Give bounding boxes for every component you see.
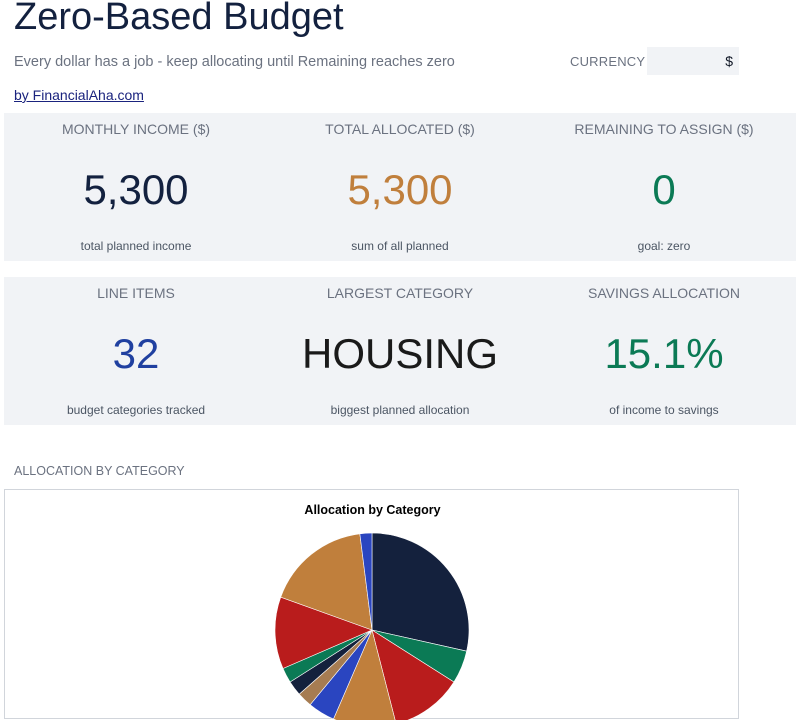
kpi-label: SAVINGS ALLOCATION	[588, 285, 740, 301]
chart-title: Allocation by Category	[304, 503, 441, 517]
kpi-value: 0	[652, 166, 676, 213]
kpi-value: 32	[112, 330, 160, 377]
kpi-monthly-income: MONTHLY INCOME ($) 5,300 total planned i…	[4, 113, 268, 261]
kpi-label: REMAINING TO ASSIGN ($)	[574, 121, 754, 137]
allocation-chart: Allocation by Category	[4, 489, 739, 720]
kpi-caption: sum of all planned	[351, 239, 449, 253]
kpi-value: 15.1%	[604, 330, 724, 377]
kpi-caption: budget categories tracked	[66, 403, 206, 417]
kpi-caption: goal: zero	[637, 239, 691, 253]
kpi-value: 5,300	[347, 166, 453, 213]
page-title: Zero-Based Budget	[14, 0, 344, 38]
kpi-savings-allocation: SAVINGS ALLOCATION 15.1% of income to sa…	[532, 277, 796, 425]
byline-link[interactable]: by FinancialAha.com	[14, 87, 144, 103]
pie-slice-1[interactable]	[371, 532, 470, 652]
kpi-row-2: LINE ITEMS 32 budget categories tracked …	[4, 277, 796, 425]
currency-label: CURRENCY	[570, 54, 646, 69]
kpi-value: HOUSING	[301, 330, 498, 377]
kpi-line-items: LINE ITEMS 32 budget categories tracked	[4, 277, 268, 425]
kpi-remaining: REMAINING TO ASSIGN ($) 0 goal: zero	[532, 113, 796, 261]
kpi-label: TOTAL ALLOCATED ($)	[325, 121, 475, 137]
kpi-row-1: MONTHLY INCOME ($) 5,300 total planned i…	[4, 113, 796, 261]
kpi-total-allocated: TOTAL ALLOCATED ($) 5,300 sum of all pla…	[268, 113, 532, 261]
currency-input[interactable]	[647, 47, 739, 75]
pie-slice-9[interactable]	[274, 596, 373, 669]
kpi-caption: of income to savings	[609, 403, 719, 417]
kpi-label: LINE ITEMS	[97, 285, 175, 301]
pie-slice-10[interactable]	[280, 533, 373, 631]
kpi-caption: total planned income	[80, 239, 192, 253]
kpi-label: MONTHLY INCOME ($)	[61, 121, 211, 137]
kpi-largest-category: LARGEST CATEGORY HOUSING biggest planned…	[268, 277, 532, 425]
page-subtitle: Every dollar has a job - keep allocating…	[14, 54, 455, 70]
kpi-label: LARGEST CATEGORY	[326, 285, 474, 301]
pie-chart	[274, 532, 470, 720]
kpi-value: 5,300	[83, 166, 189, 213]
section-label-allocation: ALLOCATION BY CATEGORY	[14, 464, 185, 478]
kpi-caption: biggest planned allocation	[330, 403, 470, 417]
pie-slice-11[interactable]	[359, 532, 373, 631]
